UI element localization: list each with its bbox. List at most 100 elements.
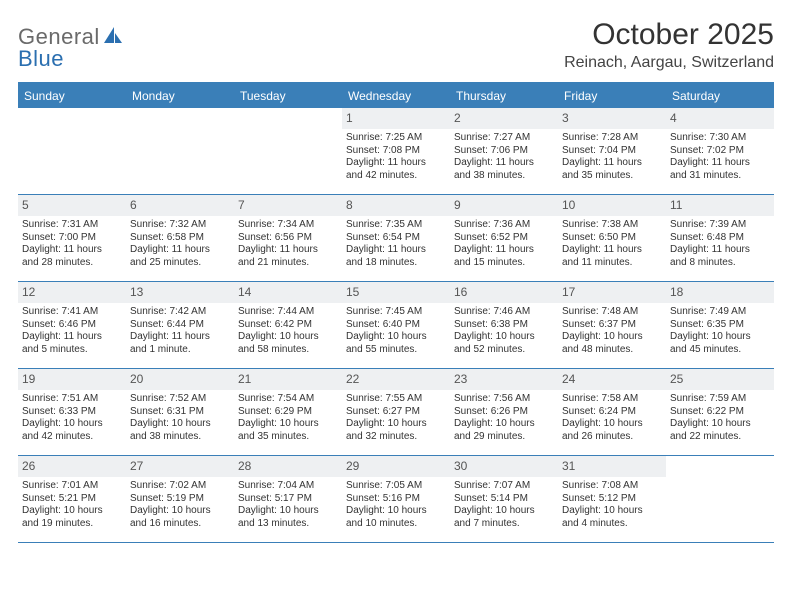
week-row: 26Sunrise: 7:01 AMSunset: 5:21 PMDayligh…	[18, 456, 774, 543]
day-number: 13	[126, 282, 234, 303]
day-header: Thursday	[450, 84, 558, 108]
day-cell	[234, 108, 342, 194]
daylight1-text: Daylight: 11 hours	[22, 244, 122, 257]
sunrise-text: Sunrise: 7:44 AM	[238, 306, 338, 319]
sunset-text: Sunset: 5:12 PM	[562, 493, 662, 506]
day-number: 12	[18, 282, 126, 303]
day-number: 15	[342, 282, 450, 303]
daylight2-text: and 16 minutes.	[130, 518, 230, 531]
sunset-text: Sunset: 6:48 PM	[670, 232, 770, 245]
day-cell: 31Sunrise: 7:08 AMSunset: 5:12 PMDayligh…	[558, 456, 666, 542]
day-header: Friday	[558, 84, 666, 108]
day-number: 21	[234, 369, 342, 390]
sunrise-text: Sunrise: 7:58 AM	[562, 393, 662, 406]
sunrise-text: Sunrise: 7:28 AM	[562, 132, 662, 145]
sunset-text: Sunset: 6:46 PM	[22, 319, 122, 332]
day-cell: 6Sunrise: 7:32 AMSunset: 6:58 PMDaylight…	[126, 195, 234, 281]
sunset-text: Sunset: 6:42 PM	[238, 319, 338, 332]
day-cell: 20Sunrise: 7:52 AMSunset: 6:31 PMDayligh…	[126, 369, 234, 455]
daylight2-text: and 29 minutes.	[454, 431, 554, 444]
sunset-text: Sunset: 6:38 PM	[454, 319, 554, 332]
daylight1-text: Daylight: 11 hours	[238, 244, 338, 257]
daylight2-text: and 5 minutes.	[22, 344, 122, 357]
daylight2-text: and 58 minutes.	[238, 344, 338, 357]
daylight2-text: and 32 minutes.	[346, 431, 446, 444]
sunset-text: Sunset: 7:02 PM	[670, 145, 770, 158]
day-number: 29	[342, 456, 450, 477]
sunrise-text: Sunrise: 7:02 AM	[130, 480, 230, 493]
weeks-container: 1Sunrise: 7:25 AMSunset: 7:08 PMDaylight…	[18, 108, 774, 543]
daylight2-text: and 7 minutes.	[454, 518, 554, 531]
day-number: 22	[342, 369, 450, 390]
day-cell: 13Sunrise: 7:42 AMSunset: 6:44 PMDayligh…	[126, 282, 234, 368]
day-cell: 29Sunrise: 7:05 AMSunset: 5:16 PMDayligh…	[342, 456, 450, 542]
day-cell: 27Sunrise: 7:02 AMSunset: 5:19 PMDayligh…	[126, 456, 234, 542]
day-cell: 25Sunrise: 7:59 AMSunset: 6:22 PMDayligh…	[666, 369, 774, 455]
daylight1-text: Daylight: 10 hours	[238, 418, 338, 431]
day-number: 27	[126, 456, 234, 477]
day-number: 8	[342, 195, 450, 216]
sunrise-text: Sunrise: 7:25 AM	[346, 132, 446, 145]
daylight2-text: and 35 minutes.	[562, 170, 662, 183]
daylight1-text: Daylight: 10 hours	[346, 505, 446, 518]
daylight1-text: Daylight: 10 hours	[562, 331, 662, 344]
daylight2-text: and 42 minutes.	[22, 431, 122, 444]
daylight2-text: and 48 minutes.	[562, 344, 662, 357]
daylight2-text: and 55 minutes.	[346, 344, 446, 357]
day-number: 18	[666, 282, 774, 303]
day-header: Sunday	[18, 84, 126, 108]
sunrise-text: Sunrise: 7:35 AM	[346, 219, 446, 232]
day-number: 4	[666, 108, 774, 129]
daylight1-text: Daylight: 10 hours	[130, 418, 230, 431]
sunset-text: Sunset: 6:35 PM	[670, 319, 770, 332]
sunrise-text: Sunrise: 7:59 AM	[670, 393, 770, 406]
day-cell: 2Sunrise: 7:27 AMSunset: 7:06 PMDaylight…	[450, 108, 558, 194]
day-cell: 21Sunrise: 7:54 AMSunset: 6:29 PMDayligh…	[234, 369, 342, 455]
day-header: Saturday	[666, 84, 774, 108]
day-cell	[126, 108, 234, 194]
sunrise-text: Sunrise: 7:49 AM	[670, 306, 770, 319]
daylight1-text: Daylight: 11 hours	[670, 244, 770, 257]
daylight1-text: Daylight: 10 hours	[22, 505, 122, 518]
daylight2-text: and 25 minutes.	[130, 257, 230, 270]
sunrise-text: Sunrise: 7:55 AM	[346, 393, 446, 406]
sunset-text: Sunset: 6:29 PM	[238, 406, 338, 419]
day-number: 5	[18, 195, 126, 216]
sunset-text: Sunset: 6:24 PM	[562, 406, 662, 419]
daylight2-text: and 28 minutes.	[22, 257, 122, 270]
week-row: 19Sunrise: 7:51 AMSunset: 6:33 PMDayligh…	[18, 369, 774, 456]
sunrise-text: Sunrise: 7:32 AM	[130, 219, 230, 232]
daylight1-text: Daylight: 11 hours	[130, 244, 230, 257]
month-title: October 2025	[564, 18, 774, 52]
sunset-text: Sunset: 7:06 PM	[454, 145, 554, 158]
sunrise-text: Sunrise: 7:01 AM	[22, 480, 122, 493]
daylight1-text: Daylight: 10 hours	[454, 418, 554, 431]
daylight1-text: Daylight: 10 hours	[670, 418, 770, 431]
day-header: Wednesday	[342, 84, 450, 108]
day-cell: 10Sunrise: 7:38 AMSunset: 6:50 PMDayligh…	[558, 195, 666, 281]
day-number: 26	[18, 456, 126, 477]
daylight2-text: and 10 minutes.	[346, 518, 446, 531]
day-cell: 5Sunrise: 7:31 AMSunset: 7:00 PMDaylight…	[18, 195, 126, 281]
logo-sail-icon	[102, 25, 124, 50]
logo-text-blue: Blue	[18, 46, 64, 71]
day-number: 17	[558, 282, 666, 303]
calendar: SundayMondayTuesdayWednesdayThursdayFrid…	[18, 82, 774, 543]
sunset-text: Sunset: 6:22 PM	[670, 406, 770, 419]
sunset-text: Sunset: 6:52 PM	[454, 232, 554, 245]
day-number: 9	[450, 195, 558, 216]
day-cell	[666, 456, 774, 542]
day-number: 28	[234, 456, 342, 477]
sunrise-text: Sunrise: 7:39 AM	[670, 219, 770, 232]
daylight1-text: Daylight: 10 hours	[346, 418, 446, 431]
daylight2-text: and 18 minutes.	[346, 257, 446, 270]
sunrise-text: Sunrise: 7:30 AM	[670, 132, 770, 145]
daylight1-text: Daylight: 10 hours	[562, 505, 662, 518]
sunset-text: Sunset: 6:33 PM	[22, 406, 122, 419]
daylight1-text: Daylight: 11 hours	[562, 157, 662, 170]
sunset-text: Sunset: 7:00 PM	[22, 232, 122, 245]
day-number: 16	[450, 282, 558, 303]
daylight2-text: and 52 minutes.	[454, 344, 554, 357]
week-row: 5Sunrise: 7:31 AMSunset: 7:00 PMDaylight…	[18, 195, 774, 282]
sunrise-text: Sunrise: 7:51 AM	[22, 393, 122, 406]
